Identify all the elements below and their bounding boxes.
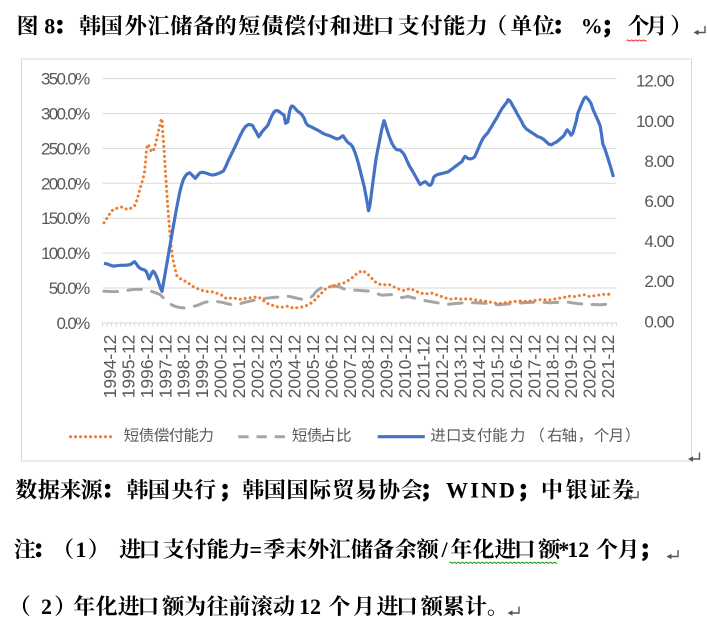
svg-text:2002-12: 2002-12 xyxy=(248,335,268,399)
svg-text:50.0%: 50.0% xyxy=(49,279,90,298)
svg-text:2016-12: 2016-12 xyxy=(506,335,526,399)
svg-text:2: 2 xyxy=(41,594,52,619)
svg-text:2018-12: 2018-12 xyxy=(543,335,563,399)
svg-text:1994-12: 1994-12 xyxy=(100,335,120,399)
svg-text:2020-12: 2020-12 xyxy=(580,335,600,399)
svg-text:/: / xyxy=(441,537,449,562)
svg-text:1998-12: 1998-12 xyxy=(174,335,194,399)
svg-text:150.0%: 150.0% xyxy=(41,209,90,228)
svg-text:0.0%: 0.0% xyxy=(57,314,91,333)
svg-text:2015-12: 2015-12 xyxy=(487,335,507,399)
svg-text:2001-12: 2001-12 xyxy=(229,335,249,399)
svg-text:1996-12: 1996-12 xyxy=(137,335,157,399)
svg-text:8.00: 8.00 xyxy=(644,152,674,171)
svg-text:250.0%: 250.0% xyxy=(41,139,90,158)
svg-text:1997-12: 1997-12 xyxy=(155,335,175,399)
svg-text:12.00: 12.00 xyxy=(636,72,674,91)
svg-text:2013-12: 2013-12 xyxy=(451,335,471,399)
svg-text:=: = xyxy=(250,537,263,562)
svg-text:2010-12: 2010-12 xyxy=(395,335,415,399)
svg-text:2019-12: 2019-12 xyxy=(561,335,581,399)
svg-text:2021-12: 2021-12 xyxy=(598,335,618,399)
svg-text:2008-12: 2008-12 xyxy=(358,335,378,399)
svg-text:2011-12: 2011-12 xyxy=(414,336,434,398)
svg-text:350.0%: 350.0% xyxy=(41,70,90,89)
svg-text:2003-12: 2003-12 xyxy=(266,335,286,399)
svg-text:300.0%: 300.0% xyxy=(41,105,90,124)
svg-text:2006-12: 2006-12 xyxy=(321,335,341,399)
svg-text:1: 1 xyxy=(76,537,87,562)
svg-text:2014-12: 2014-12 xyxy=(469,335,489,399)
svg-text:1999-12: 1999-12 xyxy=(192,335,212,399)
svg-text:4.00: 4.00 xyxy=(644,232,674,251)
svg-text:2007-12: 2007-12 xyxy=(340,335,360,399)
svg-text:12: 12 xyxy=(567,537,589,562)
svg-text:1995-12: 1995-12 xyxy=(118,335,138,399)
svg-text:2005-12: 2005-12 xyxy=(303,335,323,399)
svg-text:2.00: 2.00 xyxy=(644,272,674,291)
svg-text:200.0%: 200.0% xyxy=(41,174,90,193)
svg-text:6.00: 6.00 xyxy=(644,192,674,211)
svg-text:0.00: 0.00 xyxy=(644,312,674,331)
svg-text:2012-12: 2012-12 xyxy=(432,335,452,399)
svg-text:2004-12: 2004-12 xyxy=(284,335,304,399)
svg-text:2000-12: 2000-12 xyxy=(211,335,231,399)
svg-text:12: 12 xyxy=(299,594,321,619)
svg-text:*: * xyxy=(558,537,569,562)
svg-text:2017-12: 2017-12 xyxy=(524,335,544,399)
svg-text:100.0%: 100.0% xyxy=(41,244,90,263)
svg-text:WIND: WIND xyxy=(446,478,517,503)
svg-text:2009-12: 2009-12 xyxy=(377,335,397,399)
svg-text:%: % xyxy=(581,14,603,39)
svg-text:8: 8 xyxy=(44,14,55,39)
svg-text:10.00: 10.00 xyxy=(636,112,674,131)
